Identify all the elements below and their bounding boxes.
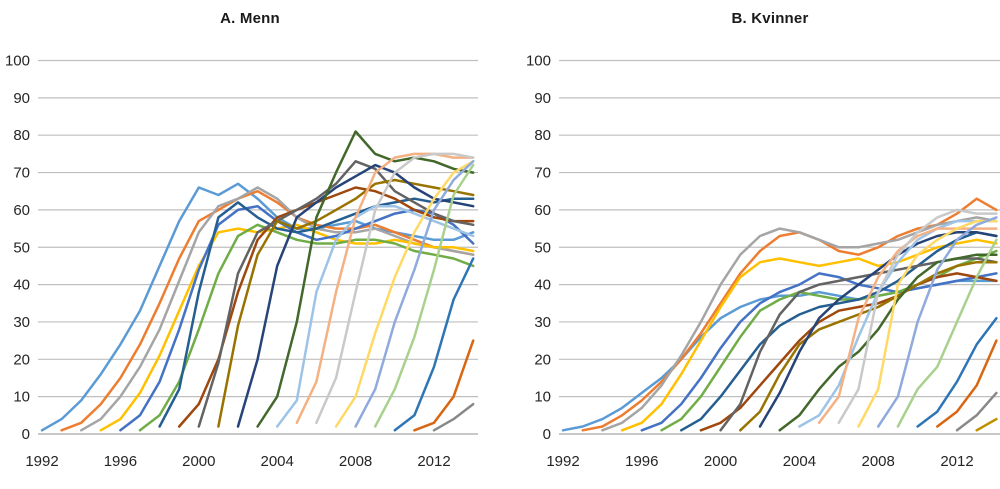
y-tick-label: 20 — [13, 351, 30, 368]
x-tick-label: 2012 — [417, 453, 450, 470]
y-tick-label: 90 — [534, 90, 551, 107]
series-line-cohort-1994 — [601, 216, 998, 432]
chart-title-kvinner: B. Kvinner — [731, 10, 809, 27]
y-tick-label: 70 — [13, 165, 30, 182]
x-tick-label: 2008 — [862, 453, 895, 470]
series-line-cohort-1993 — [581, 197, 998, 432]
x-tick-label: 2000 — [704, 453, 737, 470]
series-line-cohort-2002 — [758, 231, 998, 428]
series-line-cohort-1996 — [640, 272, 998, 432]
series-line-cohort-1997 — [660, 249, 998, 432]
y-tick-label: 0 — [543, 426, 551, 443]
y-tick-label: 60 — [13, 202, 30, 219]
series-line-cohort-2008 — [354, 160, 475, 428]
series-line-cohort-2007 — [334, 160, 475, 428]
series-line-cohort-2001 — [739, 260, 998, 432]
x-tick-label: 2008 — [339, 453, 372, 470]
y-tick-label: 0 — [22, 426, 30, 443]
y-tick-label: 50 — [534, 239, 551, 256]
series-lines-kvinner — [561, 197, 998, 432]
y-tick-label: 100 — [526, 53, 551, 70]
y-tick-label: 40 — [13, 277, 30, 294]
y-tick-label: 30 — [13, 314, 30, 331]
series-line-cohort-1998 — [158, 197, 475, 428]
y-tick-label: 50 — [13, 239, 30, 256]
series-line-cohort-2010 — [393, 257, 475, 432]
series-line-cohort-2004 — [275, 204, 475, 428]
series-line-cohort-2013 — [975, 417, 998, 432]
x-tick-label: 2004 — [261, 453, 294, 470]
series-line-cohort-2003 — [778, 253, 998, 432]
series-lines-menn — [40, 130, 475, 432]
y-tick-label: 60 — [534, 202, 551, 219]
series-line-cohort-1999 — [699, 272, 998, 432]
series-line-cohort-1995 — [620, 238, 998, 432]
y-tick-label: 100 — [5, 53, 30, 70]
x-tick-label: 1992 — [25, 453, 58, 470]
series-line-cohort-2005 — [295, 152, 475, 425]
y-tick-label: 30 — [534, 314, 551, 331]
series-line-cohort-2006 — [315, 152, 475, 425]
x-tick-label: 2000 — [182, 453, 215, 470]
x-tick-label: 1996 — [104, 453, 137, 470]
y-tick-label: 20 — [534, 351, 551, 368]
series-line-cohort-1992 — [40, 182, 475, 432]
series-line-cohort-2011 — [413, 339, 475, 432]
series-line-cohort-2001 — [217, 178, 475, 428]
series-line-cohort-2009 — [896, 238, 998, 428]
x-tick-label: 1992 — [546, 453, 579, 470]
series-line-cohort-2006 — [837, 208, 998, 425]
y-tick-label: 90 — [13, 90, 30, 107]
y-tick-label: 70 — [534, 165, 551, 182]
series-line-cohort-1998 — [679, 231, 998, 432]
series-line-cohort-2009 — [373, 163, 475, 428]
x-tick-label: 2012 — [940, 453, 973, 470]
x-axis-labels-menn: 1992 1996 2000 2004 2008 2012 — [25, 453, 450, 470]
series-line-cohort-2007 — [857, 219, 998, 428]
x-tick-label: 2004 — [783, 453, 816, 470]
y-tick-label: 10 — [13, 389, 30, 406]
y-tick-label: 80 — [534, 127, 551, 144]
series-line-cohort-1992 — [561, 279, 998, 432]
series-line-cohort-2010 — [916, 316, 998, 428]
y-tick-label: 10 — [534, 389, 551, 406]
series-line-cohort-2011 — [936, 339, 998, 428]
series-line-cohort-2012 — [955, 391, 998, 432]
x-tick-label: 1996 — [625, 453, 658, 470]
chart-title-menn: A. Menn — [220, 10, 280, 27]
y-tick-label: 40 — [534, 277, 551, 294]
y-tick-label: 80 — [13, 127, 30, 144]
series-line-cohort-2012 — [432, 402, 475, 432]
series-line-cohort-2003 — [256, 130, 475, 428]
series-line-cohort-2004 — [798, 219, 998, 428]
series-line-cohort-2008 — [876, 216, 998, 428]
series-line-cohort-1997 — [138, 223, 475, 432]
x-axis-labels-kvinner: 1992 1996 2000 2004 2008 2012 — [546, 453, 973, 470]
series-line-cohort-1993 — [60, 189, 475, 432]
